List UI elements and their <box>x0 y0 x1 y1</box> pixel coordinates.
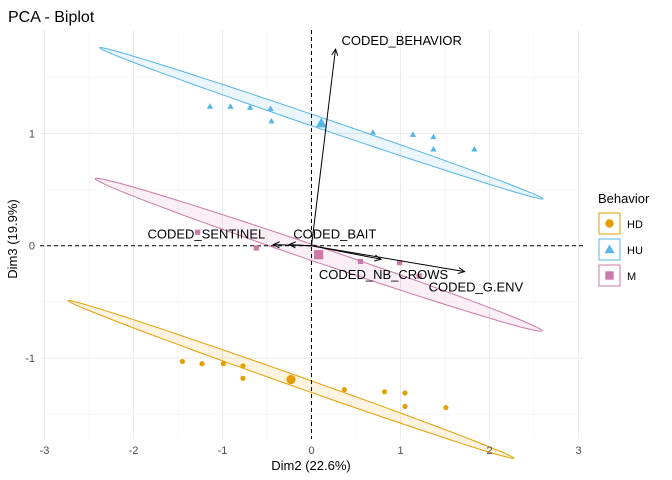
legend-item-hu: HU <box>598 238 643 261</box>
point-hu <box>267 105 274 111</box>
variable-label-coded-sentinel: CODED_SENTINEL <box>147 227 265 242</box>
x-tick-label: 0 <box>308 445 314 457</box>
y-axis-title: Dim3 (19.9%) <box>5 199 20 278</box>
point-m <box>253 245 259 251</box>
point-hd <box>179 358 186 365</box>
legend-title: Behavior <box>598 191 650 206</box>
point-hd <box>341 386 348 393</box>
y-tick-label: 1 <box>29 128 35 140</box>
point-hd <box>402 403 408 410</box>
point-hd <box>220 361 226 367</box>
legend-item-hd: HD <box>598 212 643 235</box>
point-m <box>194 229 201 235</box>
legend-symbol-hu <box>604 244 615 254</box>
point-hu <box>246 104 254 110</box>
y-tick-label: -1 <box>25 353 35 365</box>
point-hd <box>381 389 388 395</box>
point-hd <box>443 404 449 411</box>
variable-label-coded-g-env: CODED_G.ENV <box>429 280 524 295</box>
legend-symbol-hd <box>605 219 614 228</box>
legend-label-hu: HU <box>627 245 643 257</box>
arrow-coded-bait <box>289 244 312 247</box>
variable-label-coded-bait: CODED_BAIT <box>293 227 376 242</box>
legend-label-m: M <box>627 271 636 283</box>
x-tick-label: 3 <box>575 445 581 457</box>
point-hd <box>199 361 205 367</box>
point-hu <box>206 103 214 109</box>
arrow-coded-behavior <box>311 49 337 246</box>
x-tick-label: -3 <box>40 445 50 457</box>
arrowhead-coded-g-env <box>457 267 466 275</box>
point-hd <box>402 390 408 396</box>
point-hu <box>227 103 234 109</box>
centroid-hd <box>286 374 296 385</box>
x-tick-label: -1 <box>218 445 228 457</box>
chart-title: PCA - Biplot <box>8 9 95 26</box>
arrowhead-coded-sentinel <box>272 241 280 249</box>
arrowhead-coded-behavior <box>331 47 339 56</box>
x-axis-title: Dim2 (22.6%) <box>271 458 350 473</box>
x-tick-label: 2 <box>486 445 492 457</box>
legend-label-hd: HD <box>627 219 643 231</box>
point-m <box>357 258 364 265</box>
point-m <box>416 273 422 279</box>
centroid-hu <box>315 117 327 128</box>
point-hu <box>369 129 377 135</box>
point-hu <box>268 117 275 124</box>
variable-label-coded-behavior: CODED_BEHAVIOR <box>342 33 462 48</box>
point-hd <box>240 363 246 369</box>
legend-item-m: M <box>598 264 636 287</box>
variable-label-coded-nb-crows: CODED_NB_CROWS <box>319 267 449 282</box>
legend: Behavior HD HU M <box>598 191 650 287</box>
point-hu <box>471 145 478 152</box>
x-tick-label: 1 <box>397 445 403 457</box>
x-tick-label: -2 <box>129 445 139 457</box>
centroid-m <box>314 250 324 260</box>
y-tick-label: 0 <box>29 241 35 253</box>
point-hd <box>240 375 246 381</box>
point-m <box>397 259 403 266</box>
arrowhead-coded-bait <box>288 241 296 249</box>
point-hu <box>430 133 437 140</box>
legend-symbol-m <box>605 271 614 280</box>
point-hu <box>409 131 417 137</box>
arrow-coded-g-env <box>311 245 465 273</box>
point-hu <box>430 145 437 152</box>
